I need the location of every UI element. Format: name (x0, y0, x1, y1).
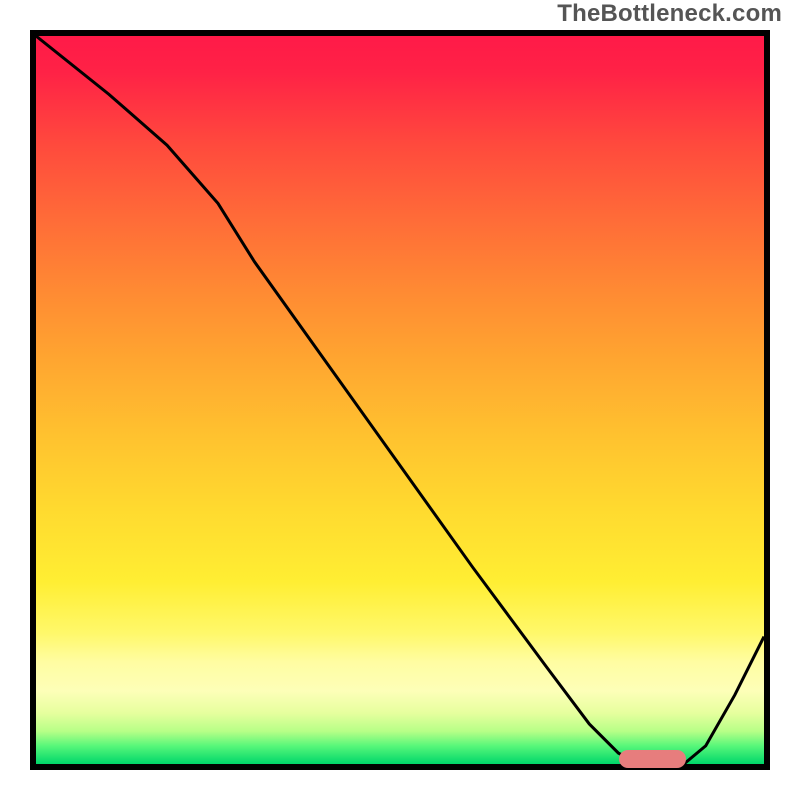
curve-line (36, 36, 764, 764)
plot-area (30, 30, 770, 770)
chart-container: TheBottleneck.com (0, 0, 800, 800)
optimal-range-marker (619, 750, 686, 768)
watermark-label: TheBottleneck.com (557, 0, 782, 28)
